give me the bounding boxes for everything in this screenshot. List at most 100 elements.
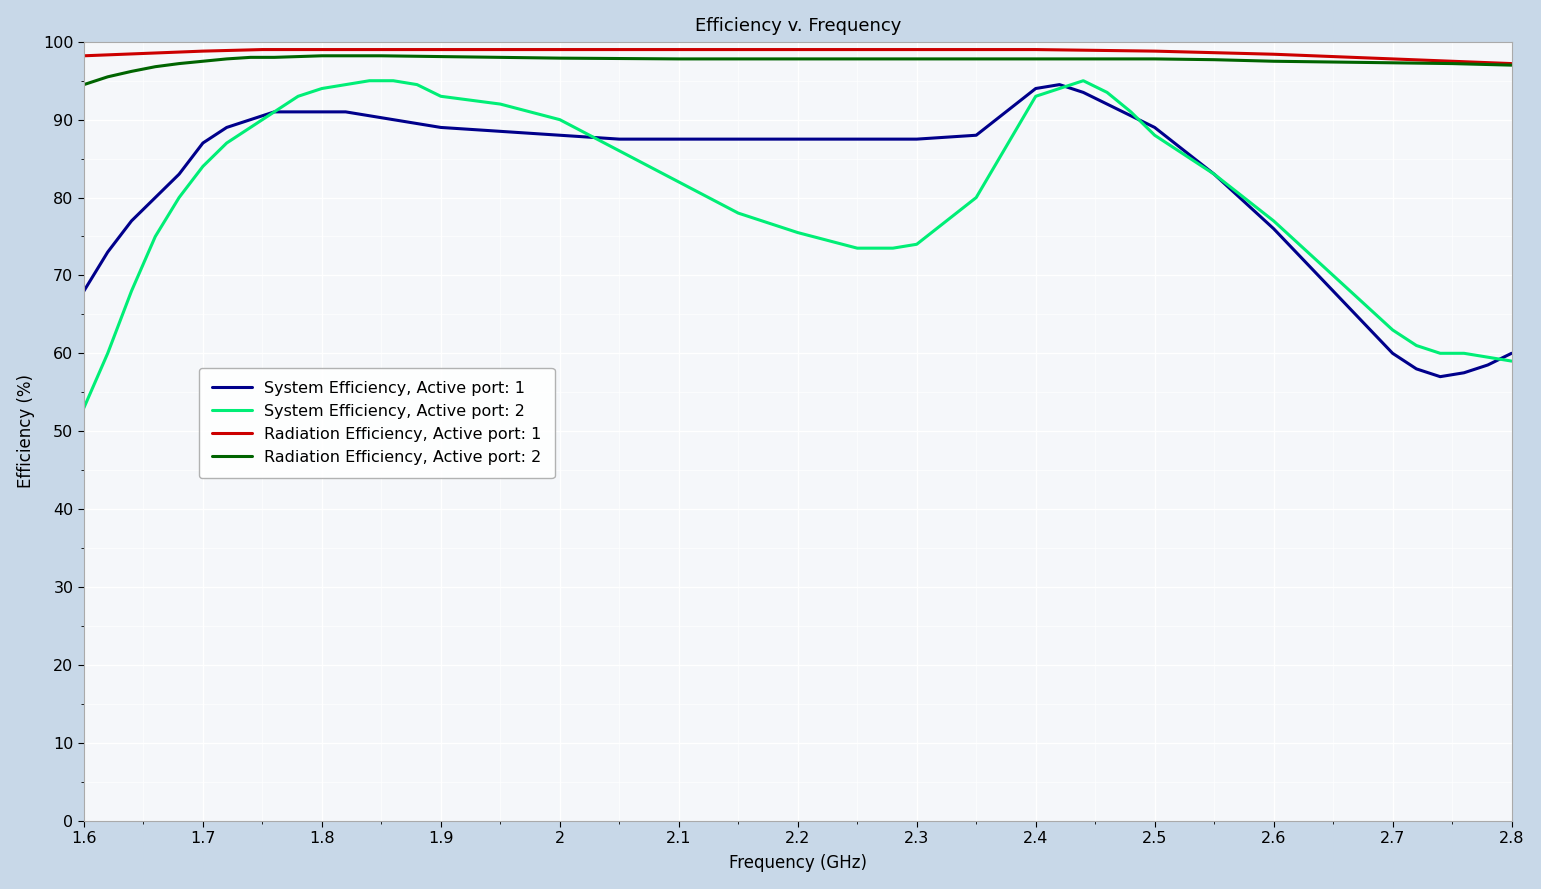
System Efficiency, Active port: 1: (1.68, 83): 1: (1.68, 83) bbox=[170, 169, 188, 180]
System Efficiency, Active port: 1: (1.86, 90): 1: (1.86, 90) bbox=[384, 115, 402, 125]
System Efficiency, Active port: 1: (2.5, 89): 1: (2.5, 89) bbox=[1145, 122, 1163, 132]
System Efficiency, Active port: 1: (1.64, 77): 1: (1.64, 77) bbox=[122, 215, 140, 226]
Radiation Efficiency, Active port: 1: (1.65, 98.5): 1: (1.65, 98.5) bbox=[134, 48, 153, 59]
System Efficiency, Active port: 1: (2.4, 94): 1: (2.4, 94) bbox=[1026, 84, 1045, 94]
Radiation Efficiency, Active port: 2: (1.85, 98.2): 2: (1.85, 98.2) bbox=[371, 51, 390, 61]
Radiation Efficiency, Active port: 2: (2.45, 97.8): 2: (2.45, 97.8) bbox=[1086, 53, 1105, 64]
Radiation Efficiency, Active port: 1: (1.8, 99): 1: (1.8, 99) bbox=[313, 44, 331, 55]
System Efficiency, Active port: 1: (2.35, 88): 1: (2.35, 88) bbox=[966, 130, 985, 140]
Radiation Efficiency, Active port: 2: (2.2, 97.8): 2: (2.2, 97.8) bbox=[789, 53, 807, 64]
Radiation Efficiency, Active port: 1: (2.5, 98.8): 1: (2.5, 98.8) bbox=[1145, 46, 1163, 57]
System Efficiency, Active port: 2: (2.2, 75.5): 2: (2.2, 75.5) bbox=[789, 228, 807, 238]
System Efficiency, Active port: 2: (1.86, 95): 2: (1.86, 95) bbox=[384, 76, 402, 86]
Radiation Efficiency, Active port: 2: (2.1, 97.8): 2: (2.1, 97.8) bbox=[669, 53, 687, 64]
Radiation Efficiency, Active port: 1: (2.65, 98.1): 1: (2.65, 98.1) bbox=[1324, 52, 1342, 62]
System Efficiency, Active port: 1: (2.74, 57): 1: (2.74, 57) bbox=[1432, 372, 1450, 382]
System Efficiency, Active port: 1: (1.76, 91): 1: (1.76, 91) bbox=[265, 107, 284, 117]
System Efficiency, Active port: 1: (1.72, 89): 1: (1.72, 89) bbox=[217, 122, 236, 132]
Radiation Efficiency, Active port: 1: (2.45, 98.9): 1: (2.45, 98.9) bbox=[1086, 45, 1105, 56]
System Efficiency, Active port: 1: (1.8, 91): 1: (1.8, 91) bbox=[313, 107, 331, 117]
System Efficiency, Active port: 1: (1.9, 89): 1: (1.9, 89) bbox=[431, 122, 450, 132]
Radiation Efficiency, Active port: 2: (1.64, 96.2): 2: (1.64, 96.2) bbox=[122, 66, 140, 76]
Radiation Efficiency, Active port: 1: (2.3, 99): 1: (2.3, 99) bbox=[908, 44, 926, 55]
System Efficiency, Active port: 1: (2.65, 68): 1: (2.65, 68) bbox=[1324, 285, 1342, 296]
Radiation Efficiency, Active port: 2: (1.68, 97.2): 2: (1.68, 97.2) bbox=[170, 59, 188, 69]
Radiation Efficiency, Active port: 2: (2.8, 97): 2: (2.8, 97) bbox=[1502, 60, 1521, 70]
System Efficiency, Active port: 1: (1.95, 88.5): 1: (1.95, 88.5) bbox=[492, 126, 510, 137]
System Efficiency, Active port: 1: (1.78, 91): 1: (1.78, 91) bbox=[288, 107, 307, 117]
Radiation Efficiency, Active port: 2: (1.76, 98): 2: (1.76, 98) bbox=[265, 52, 284, 63]
System Efficiency, Active port: 1: (2.1, 87.5): 1: (2.1, 87.5) bbox=[669, 133, 687, 144]
Radiation Efficiency, Active port: 1: (2.1, 99): 1: (2.1, 99) bbox=[669, 44, 687, 55]
System Efficiency, Active port: 1: (1.62, 73): 1: (1.62, 73) bbox=[99, 247, 117, 258]
System Efficiency, Active port: 2: (2.74, 60): 2: (2.74, 60) bbox=[1432, 348, 1450, 358]
Radiation Efficiency, Active port: 1: (2.55, 98.6): 1: (2.55, 98.6) bbox=[1205, 47, 1224, 58]
System Efficiency, Active port: 1: (2.15, 87.5): 1: (2.15, 87.5) bbox=[729, 133, 747, 144]
Radiation Efficiency, Active port: 2: (2.3, 97.8): 2: (2.3, 97.8) bbox=[908, 53, 926, 64]
System Efficiency, Active port: 2: (1.76, 91): 2: (1.76, 91) bbox=[265, 107, 284, 117]
System Efficiency, Active port: 1: (1.74, 90): 1: (1.74, 90) bbox=[242, 115, 260, 125]
Radiation Efficiency, Active port: 2: (1.8, 98.2): 2: (1.8, 98.2) bbox=[313, 51, 331, 61]
Radiation Efficiency, Active port: 1: (1.6, 98.2): 1: (1.6, 98.2) bbox=[74, 51, 92, 61]
System Efficiency, Active port: 1: (1.82, 91): 1: (1.82, 91) bbox=[336, 107, 354, 117]
System Efficiency, Active port: 1: (2.6, 76): 1: (2.6, 76) bbox=[1265, 223, 1284, 234]
Radiation Efficiency, Active port: 2: (2.65, 97.4): 2: (2.65, 97.4) bbox=[1324, 57, 1342, 68]
System Efficiency, Active port: 2: (1.88, 94.5): 2: (1.88, 94.5) bbox=[408, 79, 427, 90]
System Efficiency, Active port: 2: (1.8, 94): 2: (1.8, 94) bbox=[313, 84, 331, 94]
Radiation Efficiency, Active port: 2: (1.78, 98.1): 2: (1.78, 98.1) bbox=[288, 52, 307, 62]
System Efficiency, Active port: 2: (2.35, 80): 2: (2.35, 80) bbox=[966, 192, 985, 203]
Radiation Efficiency, Active port: 2: (1.95, 98): 2: (1.95, 98) bbox=[492, 52, 510, 63]
Radiation Efficiency, Active port: 2: (2.75, 97.2): 2: (2.75, 97.2) bbox=[1442, 59, 1461, 69]
System Efficiency, Active port: 2: (2.8, 59): 2: (2.8, 59) bbox=[1502, 356, 1521, 366]
System Efficiency, Active port: 2: (1.82, 94.5): 2: (1.82, 94.5) bbox=[336, 79, 354, 90]
Radiation Efficiency, Active port: 2: (1.62, 95.5): 2: (1.62, 95.5) bbox=[99, 71, 117, 82]
System Efficiency, Active port: 1: (2.25, 87.5): 1: (2.25, 87.5) bbox=[848, 133, 866, 144]
System Efficiency, Active port: 2: (2.4, 93): 2: (2.4, 93) bbox=[1026, 91, 1045, 101]
Line: Radiation Efficiency, Active port: 1: Radiation Efficiency, Active port: 1 bbox=[83, 50, 1512, 64]
System Efficiency, Active port: 1: (2.8, 60): 1: (2.8, 60) bbox=[1502, 348, 1521, 358]
System Efficiency, Active port: 1: (1.84, 90.5): 1: (1.84, 90.5) bbox=[361, 110, 379, 121]
Radiation Efficiency, Active port: 2: (2.6, 97.5): 2: (2.6, 97.5) bbox=[1265, 56, 1284, 67]
System Efficiency, Active port: 2: (2.1, 82): 2: (2.1, 82) bbox=[669, 177, 687, 188]
Radiation Efficiency, Active port: 1: (2.6, 98.4): 1: (2.6, 98.4) bbox=[1265, 49, 1284, 60]
System Efficiency, Active port: 2: (2.7, 63): 2: (2.7, 63) bbox=[1384, 324, 1402, 335]
System Efficiency, Active port: 2: (1.6, 53): 2: (1.6, 53) bbox=[74, 403, 92, 413]
System Efficiency, Active port: 2: (1.84, 95): 2: (1.84, 95) bbox=[361, 76, 379, 86]
System Efficiency, Active port: 1: (2.46, 92): 1: (2.46, 92) bbox=[1097, 99, 1116, 109]
Radiation Efficiency, Active port: 2: (2.7, 97.3): 2: (2.7, 97.3) bbox=[1384, 58, 1402, 68]
Radiation Efficiency, Active port: 1: (2.2, 99): 1: (2.2, 99) bbox=[789, 44, 807, 55]
Line: System Efficiency, Active port: 2: System Efficiency, Active port: 2 bbox=[83, 81, 1512, 408]
System Efficiency, Active port: 2: (1.7, 84): 2: (1.7, 84) bbox=[194, 161, 213, 172]
System Efficiency, Active port: 1: (2.76, 57.5): 1: (2.76, 57.5) bbox=[1455, 367, 1473, 378]
System Efficiency, Active port: 1: (2.55, 83): 1: (2.55, 83) bbox=[1205, 169, 1224, 180]
Radiation Efficiency, Active port: 1: (2.7, 97.8): 1: (2.7, 97.8) bbox=[1384, 53, 1402, 64]
System Efficiency, Active port: 2: (1.68, 80): 2: (1.68, 80) bbox=[170, 192, 188, 203]
System Efficiency, Active port: 2: (2.6, 77): 2: (2.6, 77) bbox=[1265, 215, 1284, 226]
Line: System Efficiency, Active port: 1: System Efficiency, Active port: 1 bbox=[83, 84, 1512, 377]
System Efficiency, Active port: 2: (2.55, 83): 2: (2.55, 83) bbox=[1205, 169, 1224, 180]
System Efficiency, Active port: 1: (2, 88): 1: (2, 88) bbox=[550, 130, 569, 140]
System Efficiency, Active port: 1: (2.3, 87.5): 1: (2.3, 87.5) bbox=[908, 133, 926, 144]
System Efficiency, Active port: 2: (2.44, 95): 2: (2.44, 95) bbox=[1074, 76, 1093, 86]
System Efficiency, Active port: 1: (2.72, 58): 1: (2.72, 58) bbox=[1407, 364, 1425, 374]
System Efficiency, Active port: 1: (2.78, 58.5): 1: (2.78, 58.5) bbox=[1478, 360, 1496, 371]
X-axis label: Frequency (GHz): Frequency (GHz) bbox=[729, 854, 866, 872]
Radiation Efficiency, Active port: 1: (2, 99): 1: (2, 99) bbox=[550, 44, 569, 55]
System Efficiency, Active port: 2: (1.95, 92): 2: (1.95, 92) bbox=[492, 99, 510, 109]
System Efficiency, Active port: 2: (1.72, 87): 2: (1.72, 87) bbox=[217, 138, 236, 148]
System Efficiency, Active port: 2: (2.25, 73.5): 2: (2.25, 73.5) bbox=[848, 243, 866, 253]
Radiation Efficiency, Active port: 1: (2.4, 99): 1: (2.4, 99) bbox=[1026, 44, 1045, 55]
Radiation Efficiency, Active port: 2: (2, 97.9): 2: (2, 97.9) bbox=[550, 52, 569, 63]
Radiation Efficiency, Active port: 2: (2.4, 97.8): 2: (2.4, 97.8) bbox=[1026, 53, 1045, 64]
System Efficiency, Active port: 2: (1.78, 93): 2: (1.78, 93) bbox=[288, 91, 307, 101]
System Efficiency, Active port: 1: (1.6, 68): 1: (1.6, 68) bbox=[74, 285, 92, 296]
System Efficiency, Active port: 2: (1.74, 89): 2: (1.74, 89) bbox=[242, 122, 260, 132]
Y-axis label: Efficiency (%): Efficiency (%) bbox=[17, 374, 34, 488]
Radiation Efficiency, Active port: 1: (1.75, 99): 1: (1.75, 99) bbox=[253, 44, 271, 55]
Legend: System Efficiency, Active port: 1, System Efficiency, Active port: 2, Radiation : System Efficiency, Active port: 1, Syste… bbox=[199, 368, 555, 477]
Title: Efficiency v. Frequency: Efficiency v. Frequency bbox=[695, 17, 901, 35]
System Efficiency, Active port: 2: (2.48, 91): 2: (2.48, 91) bbox=[1122, 107, 1140, 117]
Radiation Efficiency, Active port: 2: (1.74, 98): 2: (1.74, 98) bbox=[242, 52, 260, 63]
System Efficiency, Active port: 2: (2.5, 88): 2: (2.5, 88) bbox=[1145, 130, 1163, 140]
Radiation Efficiency, Active port: 2: (2.5, 97.8): 2: (2.5, 97.8) bbox=[1145, 53, 1163, 64]
